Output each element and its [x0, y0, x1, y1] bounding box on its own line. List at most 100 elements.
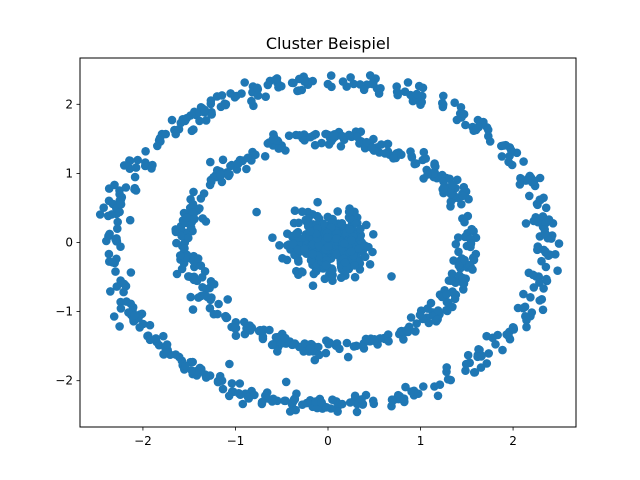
- data-point: [384, 337, 393, 346]
- data-point: [314, 240, 324, 250]
- data-point: [483, 125, 493, 135]
- data-point: [268, 340, 278, 349]
- data-point: [497, 141, 506, 151]
- data-point: [533, 245, 542, 255]
- data-point: [190, 214, 199, 224]
- data-point: [221, 100, 230, 110]
- data-point: [328, 395, 337, 405]
- data-point: [383, 139, 393, 149]
- data-point: [367, 143, 376, 153]
- data-point: [477, 351, 487, 361]
- data-point: [133, 155, 142, 165]
- data-point: [181, 361, 190, 371]
- data-point: [162, 340, 172, 349]
- data-point: [328, 265, 337, 275]
- x-tick-label: 2: [509, 434, 517, 448]
- data-point: [509, 323, 518, 333]
- data-point: [401, 382, 410, 392]
- data-point: [195, 204, 204, 213]
- data-point: [184, 233, 193, 243]
- data-point: [362, 220, 371, 230]
- data-point: [324, 242, 333, 251]
- x-tick-label: −2: [134, 434, 152, 448]
- data-point: [374, 89, 384, 98]
- data-point: [130, 310, 140, 320]
- data-point: [205, 371, 215, 380]
- data-point: [195, 116, 204, 126]
- data-point: [111, 235, 120, 244]
- data-point: [135, 323, 144, 332]
- data-point: [412, 89, 422, 99]
- data-point: [430, 160, 439, 170]
- data-point: [439, 91, 448, 101]
- data-point: [189, 125, 198, 134]
- data-point: [310, 140, 320, 150]
- y-tick-label: −1: [55, 305, 73, 319]
- data-point: [461, 359, 471, 369]
- data-point: [352, 407, 362, 417]
- data-point: [115, 207, 124, 217]
- data-point: [308, 249, 318, 259]
- data-point: [167, 115, 177, 125]
- data-point: [411, 327, 420, 336]
- data-point: [147, 164, 156, 173]
- data-point: [485, 137, 495, 146]
- data-point: [442, 290, 451, 299]
- data-point: [124, 308, 133, 317]
- data-point: [433, 315, 442, 324]
- data-point: [257, 397, 267, 407]
- data-point: [271, 75, 280, 84]
- data-point: [554, 239, 564, 248]
- x-tick-label: 0: [324, 434, 332, 448]
- y-tick-label: 1: [65, 166, 73, 180]
- data-point: [399, 394, 409, 404]
- data-point: [305, 344, 315, 353]
- data-point: [226, 161, 235, 171]
- data-point: [193, 254, 203, 263]
- data-point: [467, 224, 477, 234]
- data-point: [218, 384, 228, 394]
- data-point: [111, 267, 120, 276]
- data-point: [180, 244, 189, 253]
- data-point: [282, 255, 292, 265]
- data-point: [141, 147, 150, 156]
- data-point: [113, 224, 122, 233]
- data-point: [301, 215, 311, 224]
- data-point: [433, 391, 443, 401]
- data-point: [325, 338, 334, 347]
- data-point: [333, 207, 343, 216]
- data-point: [145, 320, 155, 330]
- data-point: [253, 91, 263, 100]
- data-point: [121, 183, 131, 192]
- data-point: [515, 180, 525, 189]
- data-point: [284, 131, 294, 140]
- data-point: [188, 199, 198, 209]
- data-point: [182, 113, 191, 123]
- data-point: [110, 180, 119, 190]
- data-point: [352, 341, 361, 351]
- data-point: [368, 247, 377, 257]
- data-point: [392, 87, 402, 97]
- x-axis: −2 −1 0 1 2: [134, 427, 517, 448]
- data-point: [161, 129, 170, 139]
- data-point: [224, 169, 233, 179]
- data-point: [233, 159, 242, 168]
- data-point: [446, 375, 456, 385]
- data-point: [365, 71, 375, 80]
- data-point: [281, 396, 290, 406]
- data-point: [277, 143, 287, 153]
- data-point: [476, 363, 486, 372]
- data-point: [109, 312, 119, 321]
- data-point: [468, 253, 478, 263]
- data-point: [206, 96, 216, 105]
- data-point: [250, 390, 259, 400]
- data-point: [397, 150, 406, 159]
- data-point: [122, 297, 131, 306]
- data-point: [400, 87, 410, 96]
- y-tick-label: 0: [65, 236, 73, 250]
- data-point: [225, 359, 234, 369]
- data-point: [260, 152, 270, 161]
- data-point: [415, 310, 425, 320]
- data-point: [105, 229, 114, 239]
- data-point: [294, 257, 303, 266]
